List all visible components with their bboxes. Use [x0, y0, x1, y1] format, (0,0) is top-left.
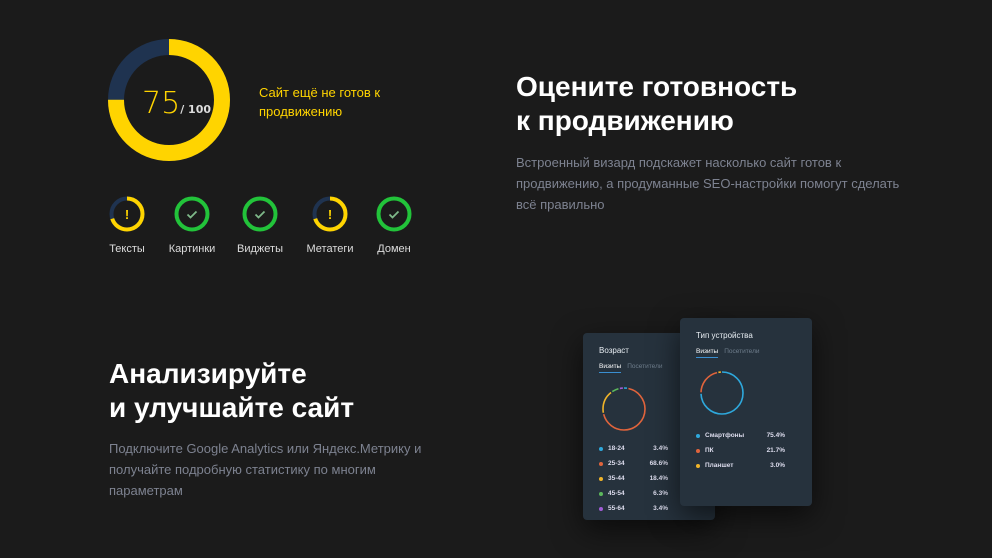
section2-title: Анализируйте и улучшайте сайт: [109, 358, 355, 423]
svg-text:!: !: [125, 207, 129, 222]
svg-text:!: !: [328, 207, 332, 222]
device-donut: [700, 371, 744, 415]
device-card: Тип устройства Визиты Посетители Смартфон…: [680, 318, 812, 506]
check-ok-icon: [242, 196, 278, 232]
legend-item: ПК 21.7%: [696, 443, 785, 458]
tab-visitors[interactable]: Посетители: [627, 363, 663, 370]
legend-item: 25-34 68.6%: [599, 456, 668, 471]
legend-dot-icon: [696, 463, 700, 468]
legend-item: 35-44 18.4%: [599, 471, 668, 486]
check-label: Тексты: [109, 243, 145, 255]
check-label: Картинки: [168, 243, 216, 255]
legend-item: 55-64 3.4%: [599, 501, 668, 516]
legend-item: 18-24 3.4%: [599, 441, 668, 456]
legend-dot-icon: [696, 448, 700, 453]
donut-segment: [700, 371, 744, 415]
legend-item: Планшет 3.0%: [696, 458, 785, 473]
legend-dot-icon: [696, 433, 700, 438]
check-label: Виджеты: [237, 243, 283, 255]
legend-item: Смартфоны 75.4%: [696, 428, 785, 443]
section1-desc: Встроенный визард подскажет насколько са…: [516, 155, 900, 212]
donut-segment: [602, 387, 646, 431]
check-ok-icon: [174, 196, 210, 232]
tab-visits[interactable]: Визиты: [599, 363, 622, 373]
score-value: 75/ 100: [142, 86, 211, 121]
legend-item: 45-54 6.3%: [599, 486, 668, 501]
donut-segment: [602, 387, 646, 431]
score-status: Сайт ещё не готов к продвижению: [259, 85, 381, 119]
check-warning-icon: !: [312, 196, 348, 232]
device-card-title: Тип устройства: [696, 331, 753, 340]
legend-dot-icon: [599, 491, 603, 496]
check-label: Домен: [377, 243, 411, 255]
check-ok-icon: [376, 196, 412, 232]
legend-dot-icon: [599, 506, 603, 511]
section1-title: Оцените готовность к продвижению: [516, 71, 798, 136]
age-card-title: Возраст: [599, 346, 629, 355]
legend-dot-icon: [599, 476, 603, 481]
tab-visits[interactable]: Визиты: [696, 348, 719, 358]
age-donut: [602, 387, 646, 431]
section2-desc: Подключите Google Analytics или Яндекс.М…: [109, 441, 422, 498]
legend-dot-icon: [599, 446, 603, 451]
legend-dot-icon: [599, 461, 603, 466]
check-label: Метатеги: [306, 243, 354, 255]
donut-segment: [602, 387, 646, 431]
score-donut: [108, 39, 230, 161]
check-warning-icon: !: [109, 196, 145, 232]
tab-visitors[interactable]: Посетители: [724, 348, 760, 355]
